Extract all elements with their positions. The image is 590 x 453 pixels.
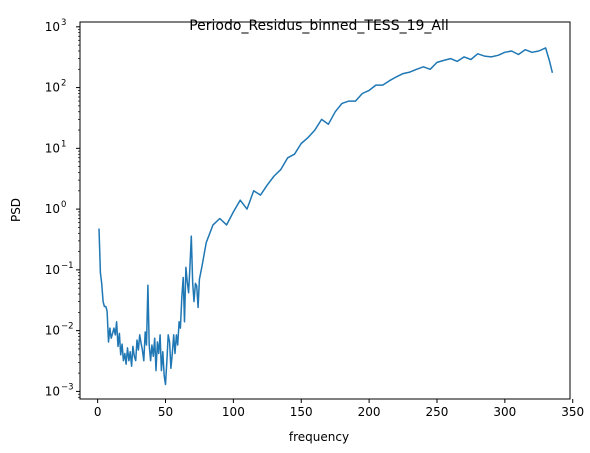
y-tick-exponent: 2 [61,79,66,89]
x-tick-label: 350 [561,405,584,419]
chart-title: Periodo_Residus_binned_TESS_19_All [189,18,449,34]
x-tick-label: 100 [222,405,245,419]
y-tick-exponent: 3 [61,18,66,28]
x-axis: 0 50 100 150 200 250 300 350 [94,399,584,419]
y-axis-label: PSD [9,198,23,222]
y-tick-exponent: −2 [61,322,74,332]
x-tick-label: 200 [358,405,381,419]
x-tick-label: 50 [158,405,173,419]
y-tick-label: 10 [45,81,60,95]
y-tick-label: 10 [45,141,60,155]
x-tick-label: 300 [493,405,516,419]
y-tick-exponent: −1 [61,261,74,271]
y-tick-exponent: −3 [61,382,74,392]
y-tick-label: 10 [45,263,60,277]
plot-area [98,47,554,386]
y-tick-exponent: 0 [61,200,66,210]
y-tick-label: 10 [45,202,60,216]
y-tick-exponent: 1 [61,139,66,149]
x-tick-label: 0 [94,405,102,419]
x-tick-label: 150 [290,405,313,419]
y-tick-label: 10 [45,324,60,338]
axes-frame [79,21,571,400]
y-tick-label: 10 [45,384,60,398]
x-tick-label: 250 [426,405,449,419]
psd-series-line-0 [98,47,554,386]
y-tick-label: 10 [45,20,60,34]
x-axis-label: frequency [289,430,349,444]
